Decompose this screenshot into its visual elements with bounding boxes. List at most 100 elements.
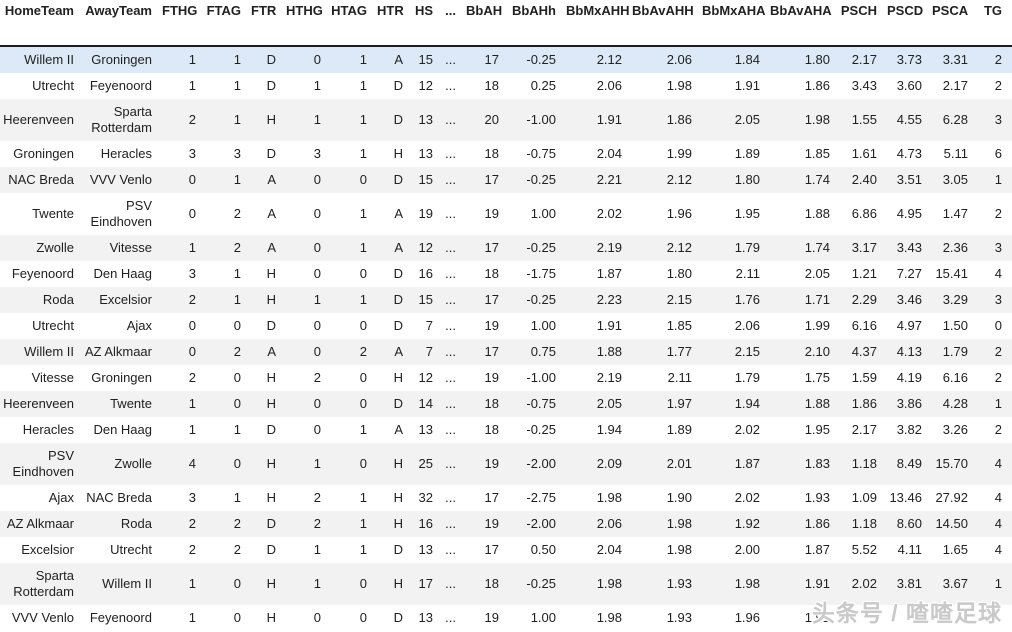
cell-bbmxahh: 1.98 — [596, 610, 622, 625]
cell-bbavaha: 1.86 — [804, 516, 830, 531]
cell-ftag: 1 — [233, 266, 241, 281]
cell-htr: D — [393, 266, 403, 281]
cell-hthg: 1 — [313, 456, 321, 471]
cell-hometeam: Ajax — [48, 490, 74, 505]
cell-pscd: 8.60 — [896, 516, 922, 531]
cell-ellipsis: ... — [445, 344, 456, 359]
cell-hthg: 3 — [313, 146, 321, 161]
cell-ellipsis: ... — [445, 610, 456, 625]
table-row: Feyenoord Den Haag 3 1 H 0 0 D 16... 18 -1.75 1.87 1… — [0, 261, 1012, 287]
cell-pscd: 3.43 — [896, 240, 922, 255]
cell-ftag: 1 — [233, 172, 241, 187]
cell-bbah: 17 — [484, 52, 499, 67]
column-header-htag: HTAG — [331, 0, 377, 47]
cell-psch: 2.02 — [851, 576, 877, 591]
cell-bbmxaha: 2.05 — [734, 112, 760, 127]
cell-awayteam: Groningen — [91, 52, 152, 67]
cell-hometeam: Sparta Rotterdam — [13, 568, 74, 599]
cell-ellipsis: ... — [445, 206, 456, 221]
cell-ftag: 1 — [233, 292, 241, 307]
cell-psca: 1.65 — [942, 542, 968, 557]
cell-tg: 4 — [994, 456, 1002, 471]
cell-pscd: 4.95 — [896, 206, 922, 221]
cell-hs: 32 — [418, 490, 433, 505]
cell-htag: 1 — [359, 112, 367, 127]
column-header-bbavaha: BbAvAHA — [770, 0, 840, 47]
cell-bbahh: -2.75 — [526, 490, 556, 505]
cell-bbahh: -2.00 — [526, 516, 556, 531]
cell-tg: 2 — [994, 78, 1002, 93]
cell-bbmxaha: 1.79 — [734, 370, 760, 385]
cell-bbahh: -0.25 — [526, 172, 556, 187]
cell-bbmxahh: 1.94 — [596, 422, 622, 437]
cell-hs: 12 — [418, 370, 433, 385]
cell-hthg: 0 — [313, 172, 321, 187]
cell-hs: 13 — [418, 610, 433, 625]
cell-htag: 1 — [359, 52, 367, 67]
cell-bbavaha: 2.10 — [804, 344, 830, 359]
table-row: Vitesse Groningen 2 0 H 2 0 H 12... 19 -1.00 2.19 2.… — [0, 365, 1012, 391]
cell-hs: 17 — [418, 576, 433, 591]
cell-hs: 7 — [425, 318, 433, 333]
cell-bbah: 17 — [484, 490, 499, 505]
cell-htag: 0 — [359, 172, 367, 187]
cell-awayteam: Twente — [110, 396, 152, 411]
table-row: AZ Alkmaar Roda 2 2 D 2 1 H 16... 19 -2.00 2.06 1.98… — [0, 511, 1012, 537]
cell-htr: H — [393, 456, 403, 471]
cell-bbahh: -0.25 — [526, 52, 556, 67]
cell-bbmxahh: 1.88 — [596, 344, 622, 359]
cell-pscd: 7.27 — [896, 266, 922, 281]
cell-tg: 1 — [994, 576, 1002, 591]
cell-bbavaha: 1.75 — [804, 370, 830, 385]
cell-hs: 15 — [418, 52, 433, 67]
column-header-psca: PSCA — [932, 0, 978, 47]
column-header-tg: TG — [978, 0, 1012, 47]
cell-fthg: 3 — [188, 490, 196, 505]
cell-fthg: 3 — [188, 146, 196, 161]
cell-psch: 1.61 — [851, 146, 877, 161]
cell-bbmxahh: 1.98 — [596, 576, 622, 591]
cell-ellipsis: ... — [445, 112, 456, 127]
cell-hthg: 0 — [313, 52, 321, 67]
cell-ftag: 2 — [233, 344, 241, 359]
cell-bbavaha: 1.83 — [804, 456, 830, 471]
cell-awayteam: PSV Eindhoven — [90, 198, 152, 229]
cell-bbmxahh: 1.91 — [596, 318, 622, 333]
table-row: NAC Breda VVV Venlo 0 1 A 0 0 D 15... 17 -0.25 2.21… — [0, 167, 1012, 193]
cell-tg: 4 — [994, 542, 1002, 557]
cell-ftag: 0 — [233, 370, 241, 385]
cell-bbavahh: 2.11 — [667, 370, 692, 385]
cell-hthg: 0 — [313, 206, 321, 221]
cell-tg: 6 — [994, 146, 1002, 161]
cell-bbahh: 0.25 — [530, 78, 556, 93]
cell-htag: 1 — [359, 206, 367, 221]
cell-bbavaha: 1.99 — [804, 318, 830, 333]
cell-bbahh: 0.50 — [530, 542, 556, 557]
cell-psca: 3.29 — [942, 292, 968, 307]
table-row: Twente PSV Eindhoven 0 2 A 0 1 A 19... 19 1.00 2.02… — [0, 193, 1012, 235]
cell-ftr: H — [266, 490, 276, 505]
cell-ftr: H — [266, 370, 276, 385]
cell-psca: 6.16 — [942, 370, 968, 385]
cell-hthg: 0 — [313, 344, 321, 359]
cell-bbah: 18 — [484, 396, 499, 411]
cell-bbavahh: 1.98 — [666, 542, 692, 557]
cell-psca: 27.92 — [935, 490, 968, 505]
cell-bbavahh: 1.93 — [666, 610, 692, 625]
cell-htag: 0 — [359, 576, 367, 591]
cell-fthg: 2 — [188, 542, 196, 557]
cell-ftr: A — [267, 344, 276, 359]
cell-awayteam: VVV Venlo — [89, 172, 152, 187]
cell-bbavaha: 1.91 — [804, 610, 830, 625]
cell-psca: 3.67 — [942, 576, 968, 591]
cell-bbavahh: 1.90 — [666, 490, 692, 505]
cell-ellipsis: ... — [445, 292, 456, 307]
cell-ftag: 1 — [233, 78, 241, 93]
cell-pscd: 3.51 — [896, 172, 922, 187]
cell-bbahh: -1.75 — [526, 266, 556, 281]
cell-tg: 2 — [994, 206, 1002, 221]
cell-htr: D — [393, 112, 403, 127]
cell-bbah: 18 — [484, 146, 499, 161]
cell-bbavahh: 1.96 — [666, 206, 692, 221]
cell-htr: H — [393, 146, 403, 161]
